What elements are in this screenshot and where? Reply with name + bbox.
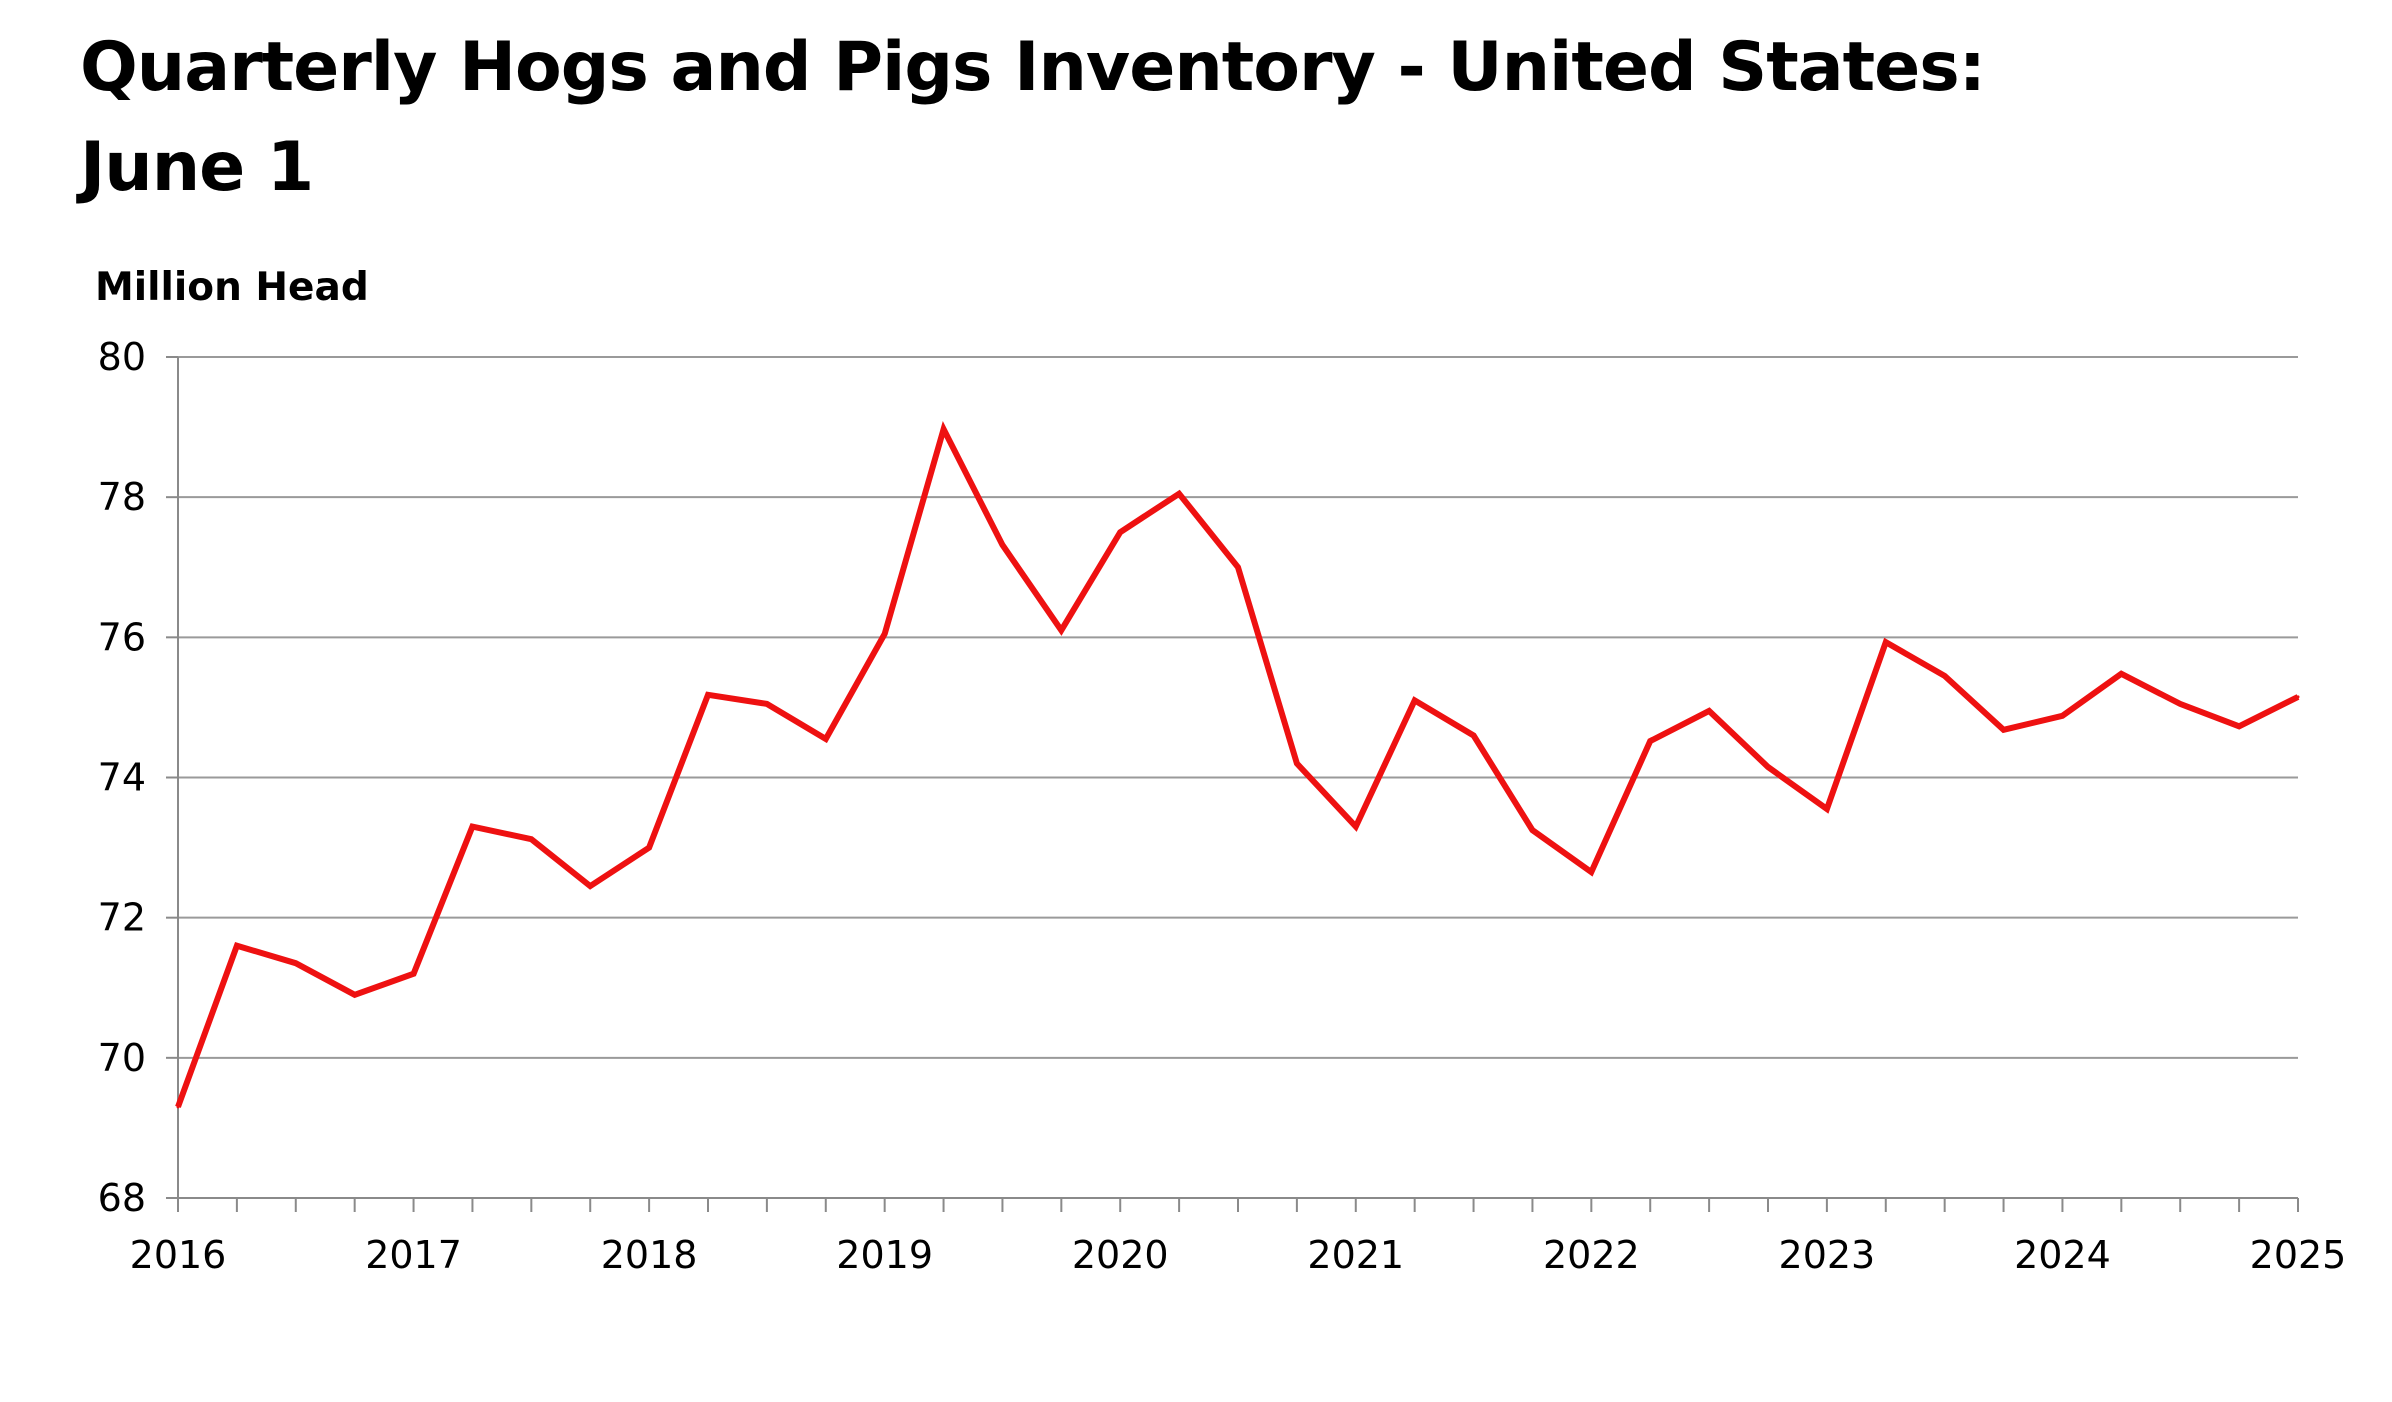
- y-tick-labels: 68 70 72 74 76 78 80: [98, 335, 146, 1220]
- x-tick-label-2016: 2016: [130, 1233, 227, 1277]
- data-point-0-22: [1472, 733, 1476, 737]
- data-point-0-12: [883, 632, 887, 636]
- data-point-0-24: [1589, 870, 1593, 874]
- data-point-0-36: [2296, 695, 2300, 699]
- x-tick-label-2019: 2019: [836, 1233, 933, 1277]
- x-tick-label-2023: 2023: [1779, 1233, 1876, 1277]
- chart-title: Quarterly Hogs and Pigs Inventory - Unit…: [80, 18, 2280, 218]
- data-point-0-16: [1118, 530, 1122, 534]
- x-tick-label-2024: 2024: [2014, 1233, 2111, 1277]
- data-point-0-21: [1413, 698, 1417, 702]
- y-tick-label-78: 78: [98, 475, 146, 519]
- data-point-0-17: [1177, 492, 1181, 496]
- x-tick-label-2020: 2020: [1072, 1233, 1169, 1277]
- data-point-0-5: [470, 825, 474, 829]
- data-point-0-3: [353, 993, 357, 997]
- y-tick-label-80: 80: [98, 335, 146, 379]
- data-point-0-11: [824, 737, 828, 741]
- data-point-0-19: [1295, 761, 1299, 765]
- data-point-0-8: [647, 846, 651, 850]
- data-point-0-7: [588, 884, 592, 888]
- data-point-0-9: [706, 693, 710, 697]
- data-point-0-31: [2002, 728, 2006, 732]
- x-tick-label-2025: 2025: [2250, 1233, 2347, 1277]
- y-axis-label: Million Head: [95, 265, 369, 310]
- y-tick-label-70: 70: [98, 1036, 146, 1080]
- data-point-0-26: [1707, 709, 1711, 713]
- x-tick-label-2022: 2022: [1543, 1233, 1640, 1277]
- data-point-0-34: [2178, 702, 2182, 706]
- data-point-0-30: [1943, 674, 1947, 678]
- y-tick-label-72: 72: [98, 896, 146, 940]
- series-line-0: [175, 421, 2300, 1108]
- chart-title-line-2: June 1: [80, 128, 314, 207]
- data-point-0-6: [529, 837, 533, 841]
- x-tick-labels: 2016 2017 2018 2019 2020 2021 2022 2023 2024 2025: [130, 1233, 2347, 1277]
- chart-title-line-1: Quarterly Hogs and Pigs Inventory - Unit…: [80, 28, 1986, 107]
- y-tick-label-68: 68: [98, 1176, 146, 1220]
- data-point-0-18: [1236, 565, 1240, 569]
- data-point-0-35: [2237, 724, 2241, 728]
- data-point-0-27: [1766, 765, 1770, 769]
- data-point-0-4: [412, 972, 416, 976]
- gridlines: [178, 356, 2298, 1059]
- data-point-0-2: [294, 961, 298, 965]
- data-point-0-20: [1354, 825, 1358, 829]
- series-group: [175, 421, 2300, 1109]
- data-point-0-25: [1648, 739, 1652, 743]
- data-point-0-28: [1825, 807, 1829, 811]
- data-point-0-0: [176, 1105, 180, 1109]
- y-tick-label-76: 76: [98, 615, 146, 659]
- data-point-0-15: [1059, 628, 1063, 632]
- data-point-0-33: [2119, 672, 2123, 676]
- data-point-0-29: [1884, 640, 1888, 644]
- data-point-0-23: [1530, 828, 1534, 832]
- data-point-0-1: [235, 944, 239, 948]
- data-point-0-14: [1000, 543, 1004, 547]
- data-point-0-32: [2060, 714, 2064, 718]
- x-tick-label-2018: 2018: [601, 1233, 698, 1277]
- data-point-0-10: [765, 702, 769, 706]
- x-tick-label-2017: 2017: [365, 1233, 462, 1277]
- y-tick-label-74: 74: [98, 756, 146, 800]
- data-point-0-13: [942, 427, 946, 431]
- axes: [166, 356, 2299, 1212]
- x-tick-label-2021: 2021: [1307, 1233, 1404, 1277]
